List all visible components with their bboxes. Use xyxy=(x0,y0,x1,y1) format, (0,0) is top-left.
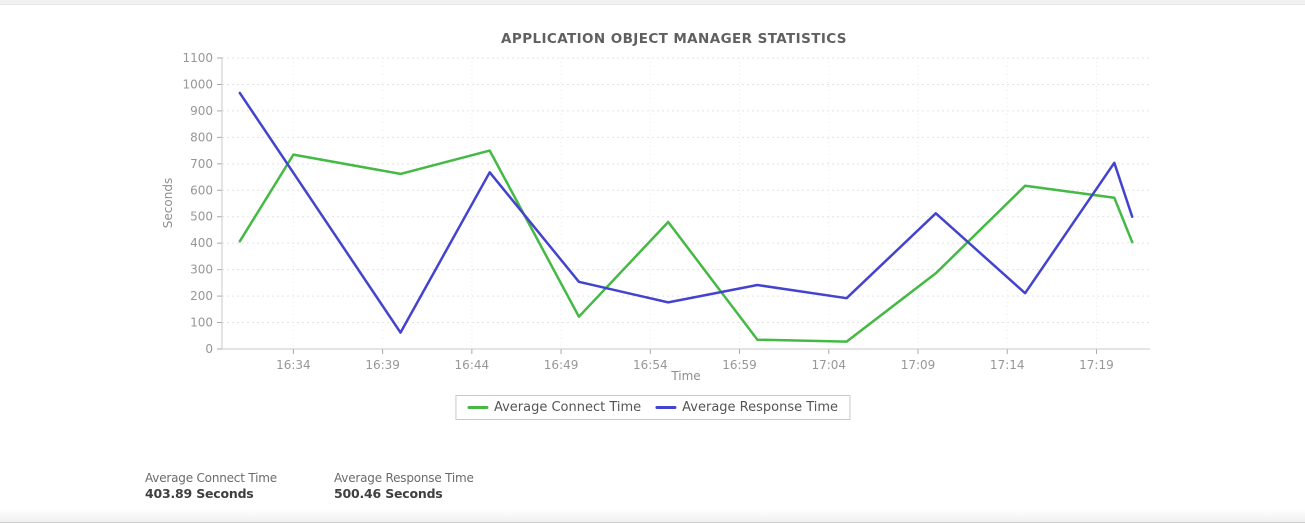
y-tick-label: 1100 xyxy=(182,51,213,65)
panel-bottom-border xyxy=(0,509,1305,523)
connect-time-line-swatch xyxy=(466,406,488,409)
x-tick-label: 16:34 xyxy=(276,358,311,372)
summary-value: 403.89 Seconds xyxy=(145,486,254,501)
chart-legend: Average Connect Time Average Response Ti… xyxy=(454,395,851,420)
x-tick-label: 16:59 xyxy=(722,358,757,372)
series-layer xyxy=(238,91,1134,343)
y-tick-label: 300 xyxy=(190,263,213,277)
summary-value: 500.46 Seconds xyxy=(334,486,443,501)
grid-layer xyxy=(222,57,1150,349)
line-chart-canvas: 0 100 200 300 400 500 600 700 800 900 1000 1100 16:3… xyxy=(161,31,1150,383)
y-tick-label: 0 xyxy=(205,342,213,356)
y-tick-label: 100 xyxy=(190,316,213,330)
chart-title: APPLICATION OBJECT MANAGER STATISTICS xyxy=(501,31,847,47)
legend-label: Average Connect Time xyxy=(493,400,642,415)
y-tick-label: 400 xyxy=(190,236,213,250)
series-line-average-response-time[interactable] xyxy=(238,91,1134,334)
legend-item-connect-time[interactable]: Average Connect Time xyxy=(466,400,642,415)
x-tick-label: 16:54 xyxy=(633,358,668,372)
summary-label: Average Response Time xyxy=(334,471,474,485)
y-tick-label: 900 xyxy=(190,104,213,118)
y-tick-label: 800 xyxy=(190,130,213,144)
x-tick-label: 17:14 xyxy=(990,358,1025,372)
x-tick-label: 17:04 xyxy=(811,358,846,372)
x-axis-title: Time xyxy=(670,369,700,383)
axis-layer xyxy=(217,57,1150,354)
x-tick-label: 16:49 xyxy=(544,358,579,372)
y-tick-label: 1000 xyxy=(182,77,213,91)
y-tick-label: 500 xyxy=(190,210,213,224)
y-tick-label: 700 xyxy=(190,157,213,171)
response-time-line-swatch xyxy=(655,406,677,409)
y-axis-title: Seconds xyxy=(161,178,175,228)
x-tick-label: 17:09 xyxy=(901,358,936,372)
summary-label: Average Connect Time xyxy=(145,471,277,485)
panel-top-strip xyxy=(0,0,1305,5)
x-tick-label: 17:19 xyxy=(1079,358,1114,372)
x-tick-label: 16:39 xyxy=(365,358,400,372)
summary-response-time: Average Response Time 500.46 Seconds xyxy=(334,471,474,501)
series-line-average-connect-time[interactable] xyxy=(238,149,1134,343)
y-tick-label: 600 xyxy=(190,183,213,197)
summary-connect-time: Average Connect Time 403.89 Seconds xyxy=(145,471,277,501)
legend-item-response-time[interactable]: Average Response Time xyxy=(655,400,838,415)
legend-label: Average Response Time xyxy=(682,400,839,415)
x-tick-label: 16:44 xyxy=(455,358,490,372)
tick-label-layer: 0 100 200 300 400 500 600 700 800 900 1000 1100 16:3… xyxy=(182,51,1113,372)
y-tick-label: 200 xyxy=(190,289,213,303)
